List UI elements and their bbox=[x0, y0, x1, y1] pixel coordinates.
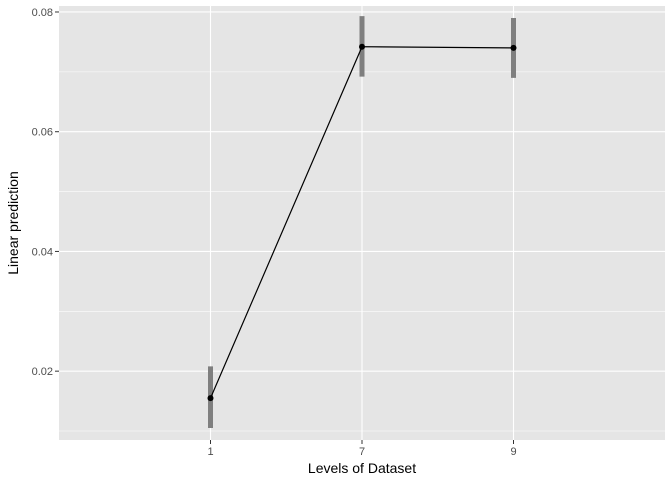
x-axis: 1 7 9 bbox=[207, 440, 517, 458]
x-axis-title: Levels of Dataset bbox=[308, 460, 416, 476]
y-tick-label: 0.04 bbox=[32, 246, 53, 258]
y-tick-label: 0.02 bbox=[32, 366, 53, 378]
y-tick-label: 0.06 bbox=[32, 127, 53, 139]
y-axis-title: Linear prediction bbox=[5, 171, 21, 275]
data-point bbox=[510, 44, 517, 51]
data-point bbox=[207, 395, 214, 402]
x-tick-label: 7 bbox=[359, 446, 365, 458]
x-tick-label: 9 bbox=[510, 446, 516, 458]
x-tick-label: 1 bbox=[207, 446, 213, 458]
y-tick-label: 0.08 bbox=[32, 7, 53, 19]
grid-major bbox=[59, 6, 665, 440]
y-axis: 0.02 0.04 0.06 0.08 bbox=[32, 7, 59, 378]
data-points bbox=[207, 43, 517, 402]
data-point bbox=[359, 43, 365, 50]
